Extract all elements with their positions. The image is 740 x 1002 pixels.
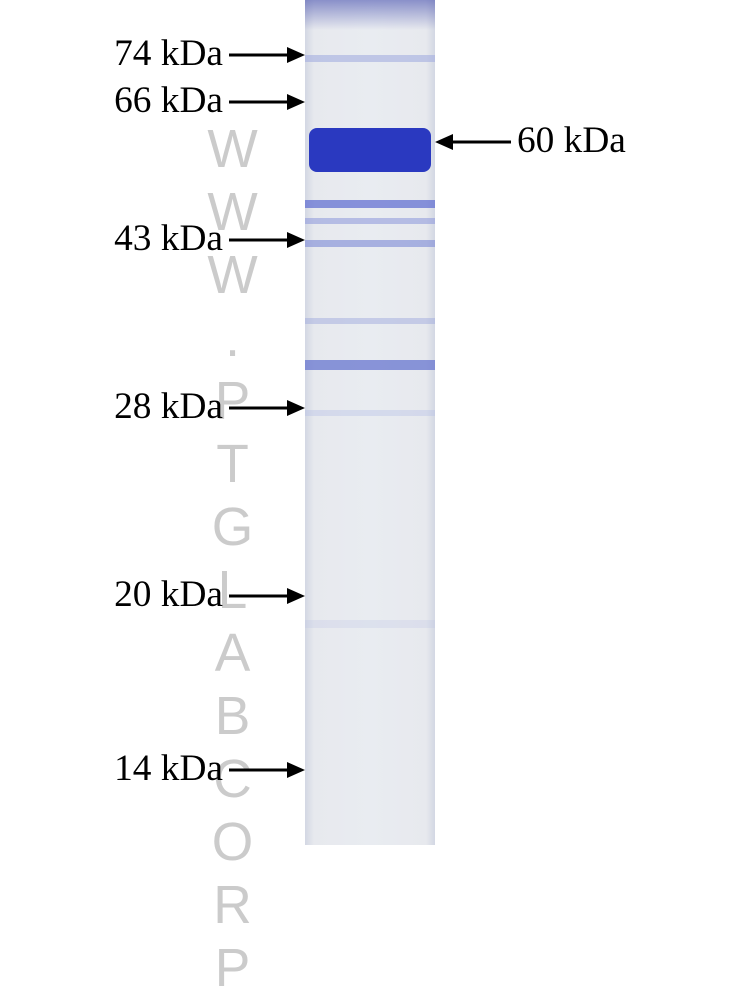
marker-left-4 <box>229 586 305 606</box>
marker-left-3 <box>229 398 305 418</box>
band-b-below-main-2 <box>305 218 435 224</box>
marker-left-label-2: 43 kDa <box>114 217 223 260</box>
gel-lane <box>305 0 435 845</box>
marker-right-0 <box>435 132 511 152</box>
marker-right-label-0: 60 kDa <box>517 119 626 162</box>
band-b-mid <box>305 318 435 324</box>
band-b-faint-low <box>305 620 435 628</box>
marker-left-label-5: 14 kDa <box>114 747 223 790</box>
marker-left-1 <box>229 92 305 112</box>
band-b-below-main-1 <box>305 200 435 208</box>
marker-left-2 <box>229 230 305 250</box>
marker-left-label-1: 66 kDa <box>114 79 223 122</box>
marker-left-label-4: 20 kDa <box>114 573 223 616</box>
band-b43 <box>305 240 435 247</box>
lane-top-smear <box>305 0 435 30</box>
band-b28-faint <box>305 410 435 416</box>
band-b74 <box>305 55 435 62</box>
marker-left-label-3: 28 kDa <box>114 385 223 428</box>
band-main60 <box>309 128 431 172</box>
band-b-above28 <box>305 360 435 370</box>
marker-left-5 <box>229 760 305 780</box>
marker-left-0 <box>229 45 305 65</box>
marker-left-label-0: 74 kDa <box>114 32 223 75</box>
